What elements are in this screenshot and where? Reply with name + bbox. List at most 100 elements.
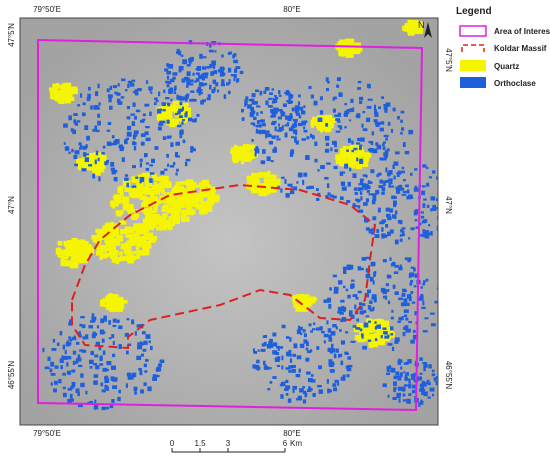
quartz-patch xyxy=(85,247,94,254)
orthoclase-patch xyxy=(414,168,418,171)
orthoclase-patch xyxy=(130,113,136,116)
orthoclase-patch xyxy=(106,159,109,164)
orthoclase-patch xyxy=(115,377,118,382)
orthoclase-patch xyxy=(318,389,323,394)
quartz-patch xyxy=(119,299,128,304)
orthoclase-patch xyxy=(375,142,379,146)
orthoclase-patch xyxy=(124,177,129,181)
orthoclase-patch xyxy=(195,78,200,82)
quartz-patch xyxy=(360,329,370,337)
quartz-patch xyxy=(49,88,54,95)
orthoclase-patch xyxy=(272,111,275,115)
orthoclase-patch xyxy=(387,216,392,221)
orthoclase-patch xyxy=(266,344,272,349)
orthoclase-patch xyxy=(85,334,89,340)
orthoclase-patch xyxy=(347,365,350,369)
orthoclase-patch xyxy=(116,98,121,104)
orthoclase-patch xyxy=(337,353,343,358)
orthoclase-patch xyxy=(340,360,344,366)
orthoclase-patch xyxy=(253,351,258,354)
orthoclase-patch xyxy=(208,49,214,53)
orthoclase-patch xyxy=(60,365,63,370)
orthoclase-patch xyxy=(328,337,333,342)
orthoclase-patch xyxy=(366,185,371,190)
quartz-patch xyxy=(339,50,345,57)
quartz-patch xyxy=(136,192,143,198)
orthoclase-patch xyxy=(399,238,403,242)
quartz-patch xyxy=(353,146,361,150)
orthoclase-patch xyxy=(424,234,430,239)
orthoclase-patch xyxy=(417,376,423,381)
quartz-patch xyxy=(52,83,57,89)
orthoclase-patch xyxy=(292,129,298,134)
orthoclase-patch xyxy=(400,110,405,114)
orthoclase-patch xyxy=(84,157,90,163)
orthoclase-patch xyxy=(339,329,342,332)
orthoclase-patch xyxy=(265,366,270,370)
orthoclase-patch xyxy=(328,303,332,309)
legend-label: Orthoclase xyxy=(494,79,536,88)
orthoclase-patch xyxy=(163,89,166,94)
orthoclase-patch xyxy=(179,130,184,135)
orthoclase-patch xyxy=(155,368,160,372)
orthoclase-patch xyxy=(97,157,100,162)
quartz-patch xyxy=(166,209,175,213)
quartz-patch xyxy=(178,202,185,209)
orthoclase-patch xyxy=(102,331,106,334)
orthoclase-patch xyxy=(287,118,292,122)
orthoclase-patch xyxy=(403,314,408,318)
orthoclase-patch xyxy=(361,123,364,128)
orthoclase-patch xyxy=(111,334,115,339)
orthoclase-patch xyxy=(127,343,132,347)
orthoclase-patch xyxy=(358,302,363,306)
orthoclase-patch xyxy=(314,141,318,147)
orthoclase-patch xyxy=(394,239,399,245)
quartz-patch xyxy=(60,260,69,267)
orthoclase-patch xyxy=(220,83,226,87)
quartz-patch xyxy=(104,222,112,228)
quartz-patch xyxy=(411,24,421,31)
orthoclase-patch xyxy=(286,100,289,103)
quartz-patch xyxy=(112,195,118,200)
orthoclase-patch xyxy=(154,146,159,150)
quartz-patch xyxy=(311,116,321,122)
orthoclase-patch xyxy=(158,91,161,97)
orthoclase-patch xyxy=(345,331,349,334)
orthoclase-patch xyxy=(323,299,328,303)
orthoclase-patch xyxy=(143,340,148,345)
orthoclase-patch xyxy=(393,387,396,393)
orthoclase-patch xyxy=(390,128,394,133)
orthoclase-patch xyxy=(367,180,371,184)
orthoclase-patch xyxy=(117,83,120,87)
orthoclase-patch xyxy=(150,91,153,94)
quartz-patch xyxy=(248,144,256,150)
orthoclase-patch xyxy=(163,168,168,171)
orthoclase-patch xyxy=(79,323,83,327)
quartz-patch xyxy=(137,223,147,228)
orthoclase-patch xyxy=(68,336,71,340)
orthoclase-patch xyxy=(385,283,389,287)
orthoclase-patch xyxy=(160,120,166,124)
orthoclase-patch xyxy=(335,326,338,330)
orthoclase-patch xyxy=(297,101,301,106)
quartz-patch xyxy=(198,204,207,211)
orthoclase-patch xyxy=(192,118,196,123)
orthoclase-patch xyxy=(133,146,137,151)
orthoclase-patch xyxy=(401,127,405,131)
quartz-patch xyxy=(113,250,119,256)
orthoclase-patch xyxy=(173,91,177,95)
quartz-patch xyxy=(302,299,306,305)
orthoclase-patch xyxy=(359,306,363,310)
orthoclase-patch xyxy=(362,345,367,350)
orthoclase-patch xyxy=(164,68,169,72)
orthoclase-patch xyxy=(432,204,436,210)
orthoclase-patch xyxy=(285,385,291,390)
quartz-patch xyxy=(197,195,204,202)
orthoclase-patch xyxy=(75,388,80,393)
orthoclase-patch xyxy=(326,320,329,325)
orthoclase-patch xyxy=(407,359,412,364)
orthoclase-patch xyxy=(373,104,377,110)
orthoclase-patch xyxy=(362,202,368,206)
orthoclase-patch xyxy=(132,134,138,137)
orthoclase-patch xyxy=(367,148,373,152)
